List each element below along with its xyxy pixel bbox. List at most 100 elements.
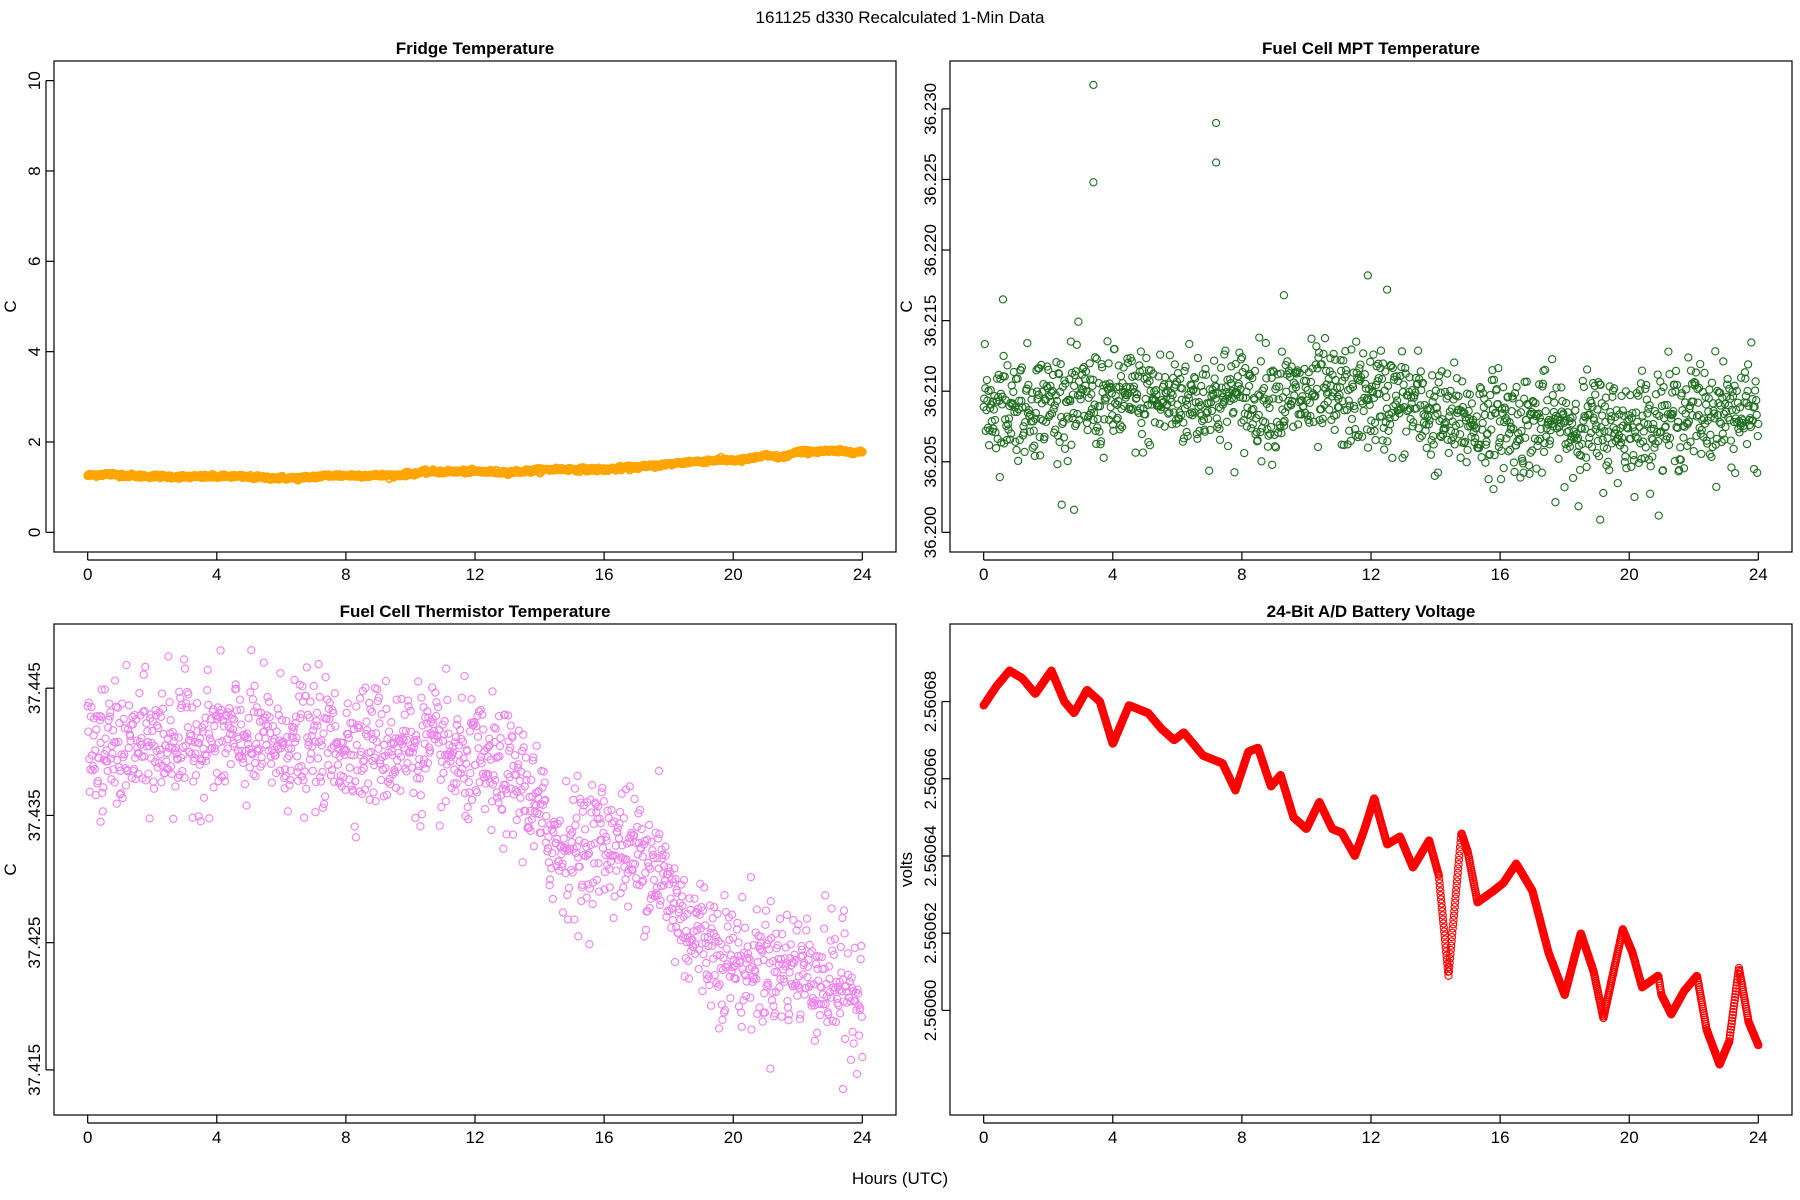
data-point: [587, 808, 596, 817]
data-point: [829, 950, 838, 959]
data-point: [1605, 465, 1614, 475]
data-point: [320, 792, 330, 801]
data-point: [509, 761, 518, 771]
data-point: [1549, 422, 1558, 431]
data-point: [316, 777, 325, 786]
data-point: [1578, 439, 1587, 449]
data-point: [204, 700, 213, 710]
data-point: [402, 767, 411, 776]
data-point: [1279, 421, 1289, 430]
data-point: [718, 1015, 727, 1024]
data-point: [1209, 356, 1219, 365]
data-point: [1544, 415, 1554, 425]
data-point: [180, 773, 189, 782]
data-point: [1620, 444, 1629, 454]
data-point: [305, 755, 315, 764]
data-point: [1515, 435, 1524, 445]
data-point: [1005, 435, 1015, 444]
data-point: [1723, 374, 1732, 384]
data-point: [1017, 363, 1027, 372]
data-point: [367, 707, 377, 716]
data-point: [1425, 389, 1435, 399]
data-point: [1421, 426, 1430, 435]
data-point: [117, 699, 127, 708]
data-point: [250, 681, 259, 690]
data-point: [1535, 413, 1544, 422]
data-point: [434, 738, 443, 747]
data-point: [141, 662, 150, 672]
data-point: [1440, 419, 1449, 428]
data-point: [458, 737, 468, 746]
data-point: [477, 759, 486, 768]
data-point: [1160, 422, 1169, 431]
data-point: [847, 973, 856, 982]
x-tick-label: 4: [1108, 565, 1117, 584]
data-point: [584, 880, 593, 889]
data-point: [144, 769, 153, 778]
data-point: [333, 740, 342, 749]
data-point: [1401, 363, 1410, 373]
data-point: [1557, 407, 1566, 416]
data-point: [1727, 463, 1736, 472]
data-point: [1541, 407, 1550, 416]
data-point: [795, 1014, 805, 1024]
data-point: [649, 854, 658, 863]
data-point: [667, 923, 676, 932]
data-point: [330, 777, 339, 787]
data-point: [1490, 450, 1499, 460]
data-point: [1743, 386, 1752, 396]
data-point: [305, 713, 314, 722]
data-point: [399, 735, 408, 745]
data-point: [854, 1031, 864, 1040]
data-point: [221, 749, 230, 758]
data-point: [1129, 382, 1139, 391]
data-point: [618, 841, 627, 850]
data-point: [450, 738, 459, 747]
data-point: [360, 755, 369, 765]
data-point: [438, 736, 448, 745]
data-point: [365, 795, 374, 804]
data-point: [1029, 426, 1038, 435]
data-point: [1588, 402, 1597, 412]
data-point: [580, 825, 590, 834]
data-point: [1741, 374, 1750, 383]
data-point: [1704, 394, 1713, 403]
data-point: [375, 719, 384, 728]
data-point: [732, 925, 742, 934]
data-point: [1532, 464, 1541, 473]
data-point: [557, 862, 567, 871]
data-point: [548, 849, 557, 858]
data-point: [1235, 392, 1245, 402]
data-point: [681, 954, 690, 963]
data-point: [793, 981, 802, 990]
data-point: [1494, 364, 1503, 373]
data-point: [571, 821, 580, 830]
data-point: [392, 695, 401, 704]
data-point: [515, 776, 525, 786]
data-point: [595, 814, 604, 823]
data-point: [625, 782, 634, 791]
data-point: [699, 883, 709, 892]
data-point: [1669, 407, 1678, 416]
data-point: [857, 941, 866, 951]
data-point: [637, 825, 646, 834]
data-point: [94, 754, 104, 763]
data-point: [516, 793, 525, 803]
data-point: [99, 783, 108, 792]
data-point: [1738, 416, 1747, 425]
data-point: [319, 729, 328, 738]
x-tick-label: 20: [724, 565, 743, 584]
data-point: [496, 733, 505, 743]
data-point: [1040, 432, 1049, 442]
data-point: [212, 768, 222, 778]
data-point: [388, 750, 397, 760]
data-point: [593, 802, 603, 811]
data-point: [1377, 412, 1386, 421]
data-point: [268, 722, 278, 731]
data-point: [1338, 397, 1347, 406]
data-point: [1464, 406, 1473, 416]
data-point: [1347, 345, 1356, 354]
data-point: [1327, 415, 1336, 425]
data-point: [1037, 360, 1046, 370]
data-point: [991, 444, 1001, 453]
